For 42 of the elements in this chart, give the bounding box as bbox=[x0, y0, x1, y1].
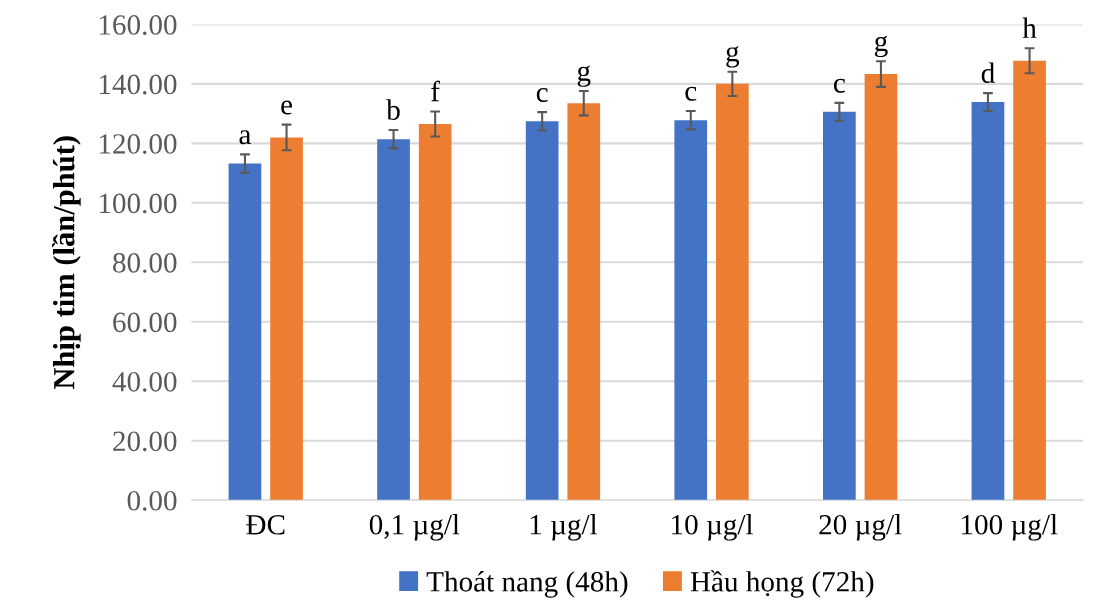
y-tick-label: 20.00 bbox=[113, 431, 177, 452]
data-label: c bbox=[536, 88, 548, 103]
bar bbox=[567, 103, 601, 501]
x-tick-label: 0,1 µg/l bbox=[369, 514, 460, 541]
x-tick-label: 20 µg/l bbox=[819, 514, 902, 541]
y-tick-label: 100.00 bbox=[99, 193, 177, 214]
data-label: g bbox=[874, 35, 888, 58]
bar bbox=[270, 137, 303, 501]
data-label: h bbox=[1022, 17, 1037, 38]
data-label: d bbox=[981, 62, 995, 83]
bar bbox=[971, 102, 1005, 501]
data-label: g bbox=[726, 46, 740, 68]
x-tick-label: 100 µg/l bbox=[962, 514, 1058, 541]
data-label: b bbox=[386, 99, 400, 120]
data-label: c bbox=[685, 86, 697, 101]
bar bbox=[864, 74, 898, 501]
bar bbox=[674, 120, 708, 501]
x-tick-label: 1 µg/l bbox=[530, 514, 598, 541]
y-tick-label: 60.00 bbox=[113, 312, 177, 333]
y-axis-title: Nhịp tim (lần/phút) bbox=[51, 136, 81, 390]
y-tick-label: 120.00 bbox=[99, 134, 177, 154]
y-tick-label: 40.00 bbox=[112, 371, 177, 392]
bar bbox=[228, 163, 262, 501]
data-label: c bbox=[833, 78, 845, 93]
bar bbox=[377, 139, 410, 501]
bar bbox=[716, 83, 749, 501]
bar bbox=[823, 111, 856, 501]
data-label: a bbox=[239, 130, 252, 145]
x-tick-label: 10 µg/l bbox=[672, 514, 753, 541]
y-tick-label: 0.00 bbox=[127, 490, 177, 511]
bar bbox=[418, 124, 452, 501]
bar bbox=[1013, 60, 1046, 501]
y-tick-label: 80.00 bbox=[113, 253, 177, 273]
data-label: g bbox=[577, 65, 591, 87]
data-label: e bbox=[281, 100, 293, 115]
x-tick-label: ĐC bbox=[246, 515, 285, 535]
bar bbox=[525, 121, 559, 501]
y-tick-label: 160.00 bbox=[99, 15, 177, 35]
data-label: f bbox=[431, 80, 441, 102]
y-tick-label: 140.00 bbox=[99, 74, 177, 95]
legend-label: Thoát nang (48h) bbox=[426, 571, 628, 598]
legend-label: Hầu họng (72h) bbox=[690, 570, 874, 598]
